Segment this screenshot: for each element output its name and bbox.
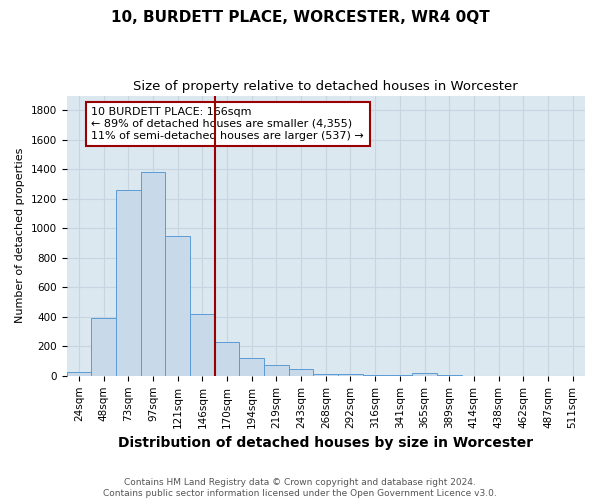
- Text: 10 BURDETT PLACE: 166sqm
← 89% of detached houses are smaller (4,355)
11% of sem: 10 BURDETT PLACE: 166sqm ← 89% of detach…: [91, 108, 364, 140]
- Bar: [264, 366, 289, 376]
- Bar: [67, 372, 91, 376]
- X-axis label: Distribution of detached houses by size in Worcester: Distribution of detached houses by size …: [118, 436, 533, 450]
- Bar: [388, 375, 412, 376]
- Bar: [412, 373, 437, 376]
- Bar: [116, 190, 140, 376]
- Bar: [140, 172, 165, 376]
- Bar: [165, 236, 190, 376]
- Text: Contains HM Land Registry data © Crown copyright and database right 2024.
Contai: Contains HM Land Registry data © Crown c…: [103, 478, 497, 498]
- Bar: [239, 358, 264, 376]
- Text: 10, BURDETT PLACE, WORCESTER, WR4 0QT: 10, BURDETT PLACE, WORCESTER, WR4 0QT: [110, 10, 490, 25]
- Bar: [215, 342, 239, 376]
- Bar: [363, 375, 388, 376]
- Bar: [313, 374, 338, 376]
- Bar: [190, 314, 215, 376]
- Bar: [338, 374, 363, 376]
- Y-axis label: Number of detached properties: Number of detached properties: [15, 148, 25, 324]
- Bar: [437, 375, 461, 376]
- Bar: [289, 369, 313, 376]
- Bar: [91, 318, 116, 376]
- Title: Size of property relative to detached houses in Worcester: Size of property relative to detached ho…: [133, 80, 518, 93]
